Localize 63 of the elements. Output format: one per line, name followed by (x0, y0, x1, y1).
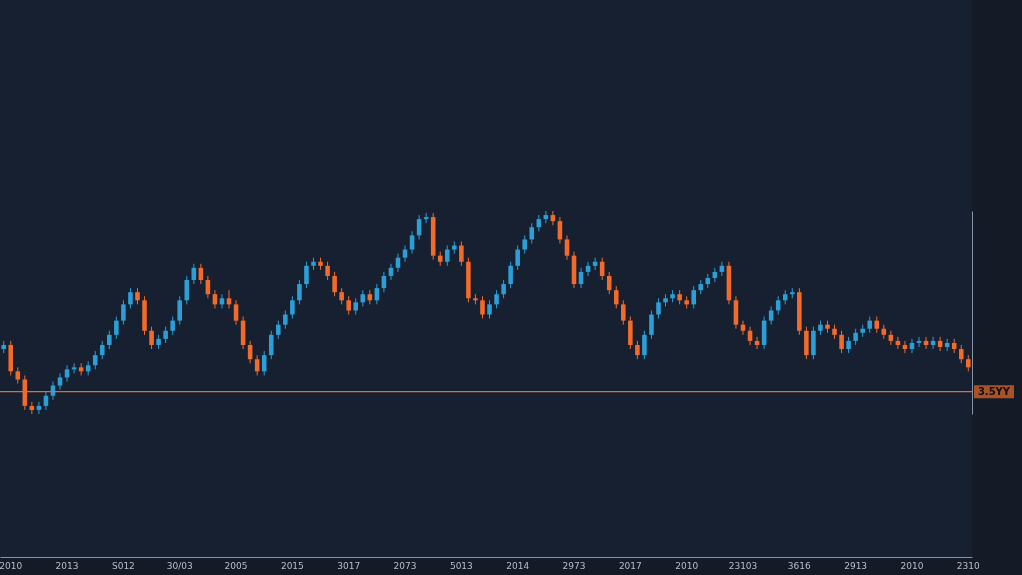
candlestick (839, 330, 844, 354)
candlestick (290, 295, 295, 320)
candlestick (177, 295, 183, 326)
candlestick (325, 261, 330, 281)
x-tick-label: 2010 (675, 560, 699, 571)
candlestick (297, 279, 302, 305)
candlestick (346, 295, 351, 316)
x-tick-label: 2973 (562, 560, 586, 571)
x-tick-label: 3616 (787, 560, 812, 571)
candlestick (606, 271, 612, 295)
candlestick (459, 240, 464, 267)
ref-line-label: 3.5YY (977, 385, 1011, 397)
candlestick (515, 245, 520, 271)
candlestick (149, 326, 154, 350)
candlestick (276, 320, 281, 340)
candlestick (958, 344, 964, 364)
x-tick-label: 2005 (224, 560, 248, 571)
candlestick (332, 271, 337, 297)
candlestick (494, 289, 499, 309)
candlestick (656, 297, 661, 320)
candlestick (768, 305, 774, 326)
x-tick-label: 2913 (844, 560, 868, 571)
x-tick-label: 2013 (55, 560, 79, 571)
candlestick (184, 275, 190, 305)
candlestick (268, 330, 274, 360)
candlestick (613, 285, 619, 309)
candlestick (170, 316, 175, 336)
candlestick (529, 222, 535, 244)
candlestick (57, 372, 63, 391)
candlestick (501, 279, 506, 299)
candlestick (691, 285, 696, 309)
x-tick-label: 30/03 (166, 560, 193, 571)
candlestick (522, 234, 528, 255)
candlestick (409, 230, 415, 255)
candlestick (480, 295, 485, 320)
candlestick (487, 299, 492, 320)
candlestick (635, 340, 640, 360)
x-tick-label: 2010 (0, 560, 23, 571)
candlestick (444, 245, 450, 267)
x-tick-label: 5013 (449, 560, 473, 571)
candlestick (621, 299, 626, 326)
candlestick (114, 316, 119, 340)
candlestick (642, 330, 647, 360)
x-tick-label: 2010 (900, 560, 924, 571)
x-tick-label: 23103 (728, 560, 758, 571)
candlestick (128, 287, 133, 309)
candlestick (508, 261, 513, 289)
candlestick (99, 340, 105, 360)
candlestick (92, 350, 98, 370)
candlestick (304, 261, 309, 289)
x-tick-label: S012 (111, 560, 135, 571)
x-tick-label: 2015 (280, 560, 304, 571)
candlestick (107, 330, 112, 350)
candlestick (233, 299, 239, 326)
candlestick (121, 299, 126, 326)
x-tick-label: 2310 (956, 560, 981, 571)
x-tick-label: 3017 (337, 560, 361, 571)
candlestick (564, 234, 570, 261)
candlestick (283, 309, 288, 330)
x-tick-label: 2073 (393, 560, 417, 571)
x-tick-label: 2014 (506, 560, 530, 571)
x-tick-label: 2017 (618, 560, 642, 571)
candlestick (649, 309, 654, 340)
